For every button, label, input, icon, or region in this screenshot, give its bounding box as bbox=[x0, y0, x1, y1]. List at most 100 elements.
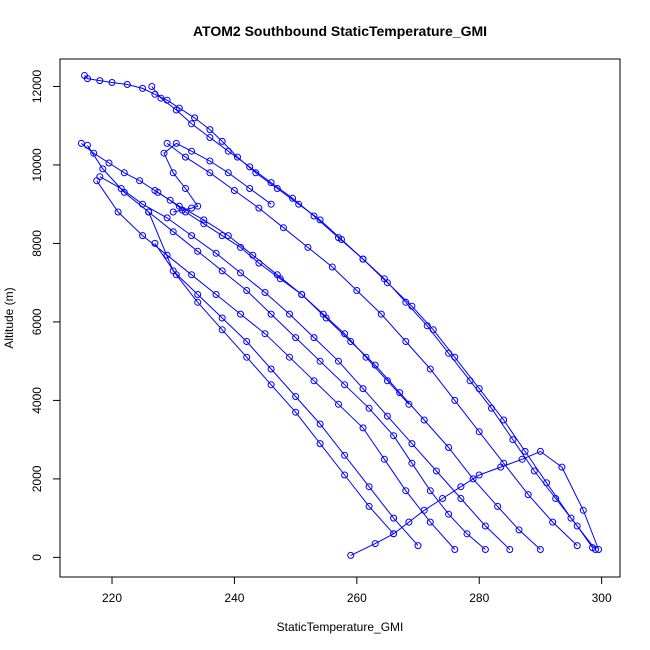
data-point bbox=[120, 169, 128, 177]
data-point bbox=[518, 455, 526, 463]
data-point bbox=[273, 185, 281, 192]
data-point bbox=[93, 177, 101, 185]
data-point bbox=[371, 540, 379, 548]
data-point bbox=[276, 275, 284, 283]
data-point bbox=[218, 326, 226, 334]
data-point bbox=[172, 139, 180, 147]
data-point bbox=[426, 487, 434, 495]
data-point bbox=[243, 338, 251, 345]
data-point bbox=[96, 77, 104, 85]
x-tick-label: 280 bbox=[469, 591, 489, 605]
data-point bbox=[191, 114, 199, 122]
data-point bbox=[310, 377, 318, 385]
data-point bbox=[243, 287, 251, 294]
data-point bbox=[194, 291, 202, 298]
data-point bbox=[160, 149, 168, 157]
data-point bbox=[224, 169, 232, 177]
data-point bbox=[383, 279, 391, 287]
data-point bbox=[475, 471, 483, 479]
data-point bbox=[123, 81, 131, 88]
data-line bbox=[81, 143, 410, 405]
data-point bbox=[365, 483, 373, 491]
data-point bbox=[304, 243, 312, 251]
data-point bbox=[316, 357, 324, 365]
data-point bbox=[475, 385, 483, 393]
data-point bbox=[289, 194, 297, 202]
data-line bbox=[154, 243, 394, 535]
y-tick-label: 10000 bbox=[30, 148, 44, 182]
data-point bbox=[148, 83, 156, 90]
data-point bbox=[362, 353, 370, 361]
data-point bbox=[359, 255, 367, 263]
data-point bbox=[246, 185, 254, 192]
y-axis-label: Altitude (m) bbox=[2, 287, 16, 348]
data-point bbox=[405, 400, 413, 408]
data-point bbox=[414, 542, 422, 550]
data-point bbox=[188, 204, 196, 212]
data-point bbox=[279, 224, 287, 232]
data-point bbox=[524, 491, 532, 499]
data-point bbox=[295, 200, 303, 208]
data-point bbox=[521, 447, 529, 455]
data-point bbox=[163, 214, 171, 222]
data-point bbox=[481, 522, 489, 530]
data-line bbox=[99, 176, 511, 550]
data-point bbox=[509, 436, 517, 444]
y-tick-label: 0 bbox=[30, 554, 44, 561]
data-point bbox=[359, 385, 367, 393]
data-point bbox=[408, 440, 416, 448]
data-point bbox=[536, 546, 544, 553]
data-point bbox=[549, 518, 557, 526]
data-line bbox=[148, 211, 419, 546]
data-point bbox=[267, 381, 275, 389]
data-point bbox=[169, 208, 177, 216]
data-point bbox=[439, 495, 446, 502]
data-point bbox=[206, 134, 214, 141]
data-point bbox=[234, 153, 241, 161]
data-line bbox=[151, 86, 596, 550]
data-point bbox=[558, 463, 566, 471]
data-point bbox=[420, 416, 428, 424]
data-point bbox=[402, 298, 410, 306]
data-point bbox=[172, 106, 180, 114]
data-point bbox=[457, 495, 465, 502]
data-point bbox=[383, 377, 391, 385]
data-point bbox=[383, 412, 391, 420]
data-point bbox=[530, 467, 538, 475]
data-point bbox=[402, 487, 410, 495]
data-point bbox=[445, 444, 453, 451]
data-point bbox=[445, 510, 453, 518]
data-point bbox=[573, 522, 581, 530]
data-point bbox=[182, 185, 189, 192]
data-line bbox=[166, 142, 578, 546]
data-point bbox=[536, 447, 544, 455]
data-point bbox=[136, 177, 144, 185]
data-point bbox=[319, 310, 327, 318]
data-point bbox=[481, 546, 489, 553]
x-tick-label: 260 bbox=[347, 591, 367, 605]
data-line bbox=[157, 191, 541, 550]
data-point bbox=[390, 530, 398, 538]
data-point bbox=[206, 157, 214, 165]
data-point bbox=[347, 338, 355, 345]
data-point bbox=[595, 546, 603, 553]
data-point bbox=[500, 416, 508, 424]
data-point bbox=[402, 338, 410, 345]
y-axis: 0 2000 4000 6000 8000 10000 12000 bbox=[30, 69, 61, 561]
data-point bbox=[188, 232, 196, 240]
data-point bbox=[353, 287, 361, 294]
y-tick-label: 6000 bbox=[30, 308, 44, 335]
data-point bbox=[114, 208, 122, 216]
data-point bbox=[341, 330, 349, 338]
data-point bbox=[515, 526, 523, 534]
data-point bbox=[494, 502, 502, 510]
data-point bbox=[237, 310, 244, 318]
data-point bbox=[316, 420, 324, 428]
data-point bbox=[573, 542, 581, 550]
data-point bbox=[335, 234, 342, 242]
data-point bbox=[108, 79, 116, 86]
data-point bbox=[405, 518, 413, 526]
data-point bbox=[359, 424, 367, 432]
data-point bbox=[237, 243, 244, 251]
